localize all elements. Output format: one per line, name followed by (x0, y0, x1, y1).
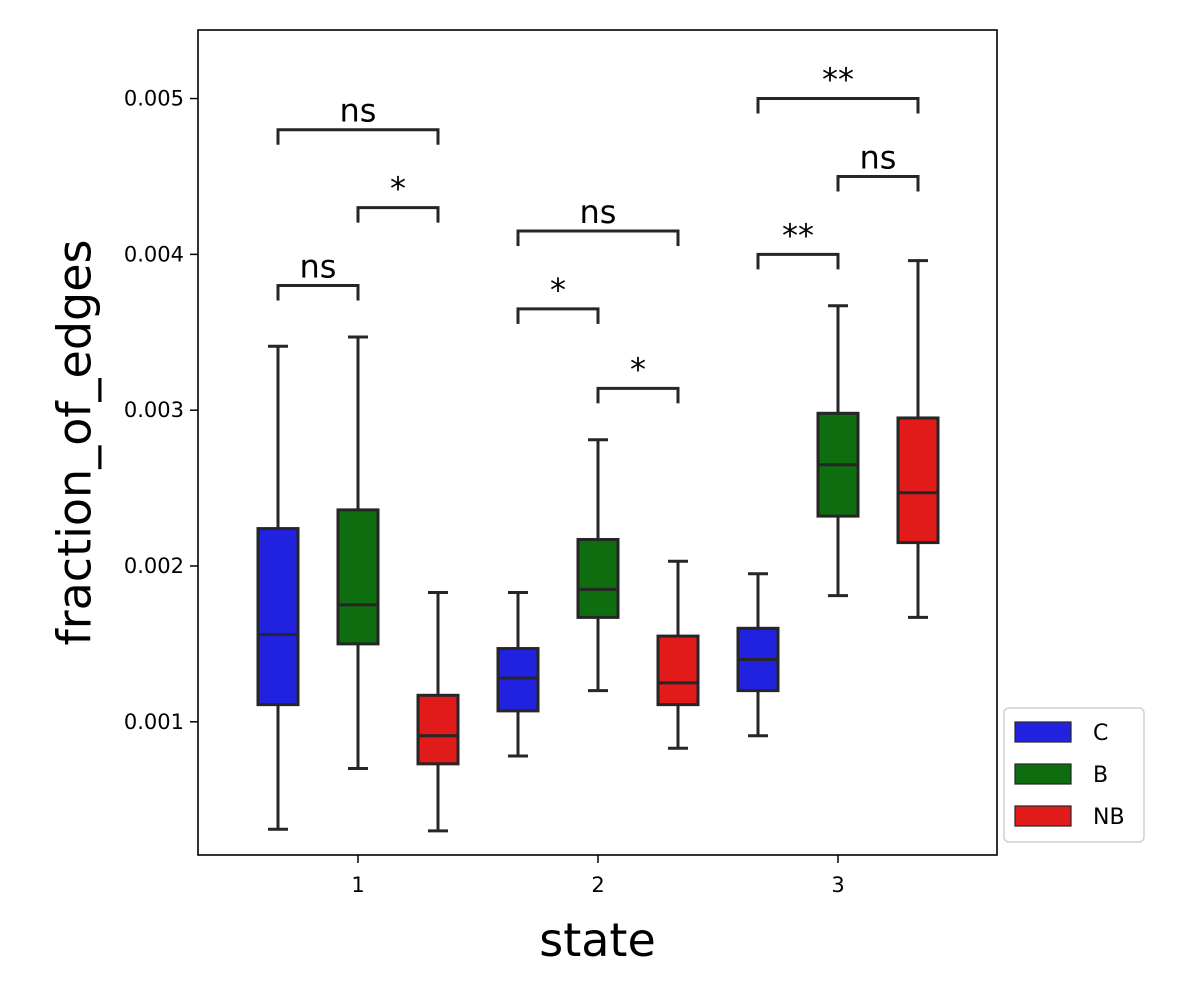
box-B-state-1 (336, 335, 380, 771)
box-body (336, 508, 380, 646)
legend-item-C: C (1014, 721, 1108, 746)
legend-swatch (1014, 805, 1072, 827)
significance-bracket: ns (516, 193, 680, 246)
legend-swatch (1014, 721, 1072, 743)
significance-label: ** (822, 61, 854, 99)
significance-label: * (390, 170, 406, 208)
box-body (496, 647, 540, 713)
significance-label: ns (860, 138, 897, 176)
legend-item-NB: NB (1014, 805, 1125, 830)
bracket-line (596, 386, 680, 404)
box-NB-state-2 (656, 559, 700, 750)
x-axis: 1 2 3 (351, 855, 845, 897)
y-tick-label: 0.004 (124, 242, 184, 266)
bracket-line (356, 206, 440, 223)
box-body (256, 527, 300, 707)
significance-label: ** (782, 216, 814, 254)
legend-label: B (1093, 763, 1108, 788)
box-C-state-1 (256, 344, 300, 831)
significance-label: ns (340, 92, 377, 130)
y-tick-label: 0.005 (124, 87, 184, 111)
legend-item-B: B (1014, 763, 1108, 788)
x-axis-title: state (539, 913, 656, 967)
bracket-line (276, 284, 360, 301)
bracket-line (756, 97, 920, 114)
bracket-line (276, 128, 440, 145)
y-tick-label: 0.001 (124, 710, 184, 734)
significance-label: ns (580, 193, 617, 231)
significance-bracket: ** (756, 61, 920, 114)
y-tick-label: 0.002 (124, 554, 184, 578)
significance-bracket: * (356, 170, 440, 223)
box-body (416, 693, 460, 766)
significance-bracket: * (596, 350, 680, 404)
legend-label: C (1093, 721, 1108, 746)
significance-label: ns (300, 248, 337, 286)
significance-bracket: * (516, 271, 600, 324)
significance-bracket: ns (276, 92, 440, 145)
x-tick-label: 1 (351, 873, 364, 897)
bracket-line (516, 307, 600, 324)
significance-label: * (550, 271, 566, 309)
significance-bracket: ns (836, 138, 920, 192)
legend: CB NB (1003, 707, 1145, 843)
box-NB-state-3 (896, 259, 940, 619)
x-tick-label: 3 (831, 873, 844, 897)
significance-bracket: ns (276, 248, 360, 301)
box-body (656, 634, 700, 707)
box-body (896, 416, 940, 545)
marks-layer (256, 259, 940, 833)
box-body (576, 537, 620, 619)
legend-label: NB (1093, 805, 1125, 830)
bracket-line (516, 229, 680, 246)
bracket-line (756, 252, 840, 270)
significance-label: * (630, 350, 646, 388)
box-B-state-3 (816, 304, 860, 598)
box-B-state-2 (576, 438, 620, 693)
legend-swatch (1014, 763, 1072, 785)
box-C-state-2 (496, 590, 540, 758)
y-tick-label: 0.003 (124, 398, 184, 422)
significance-annotations: ns*ns**ns**ns** (276, 61, 920, 404)
y-axis-title: fraction_of_edges (48, 239, 102, 645)
significance-bracket: ** (756, 216, 840, 270)
box-NB-state-1 (416, 590, 460, 833)
x-tick-label: 2 (591, 873, 604, 897)
bracket-line (836, 174, 920, 192)
box-C-state-3 (736, 572, 780, 738)
y-axis: 0.001 0.002 0.003 0.004 0.005 (124, 87, 198, 734)
